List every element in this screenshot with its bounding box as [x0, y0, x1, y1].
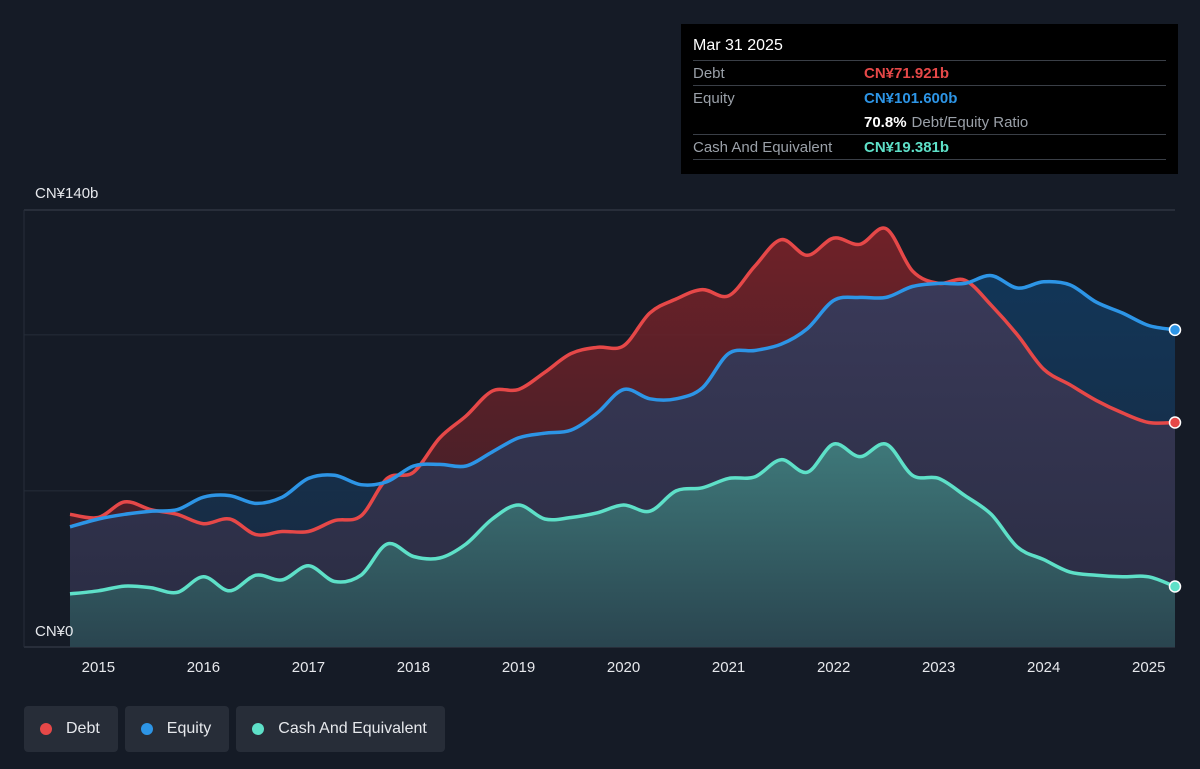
- tooltip-ratio-label: Debt/Equity Ratio: [911, 113, 1029, 131]
- x-tick-label: 2017: [292, 659, 325, 676]
- tooltip-equity-value: CN¥101.600b: [864, 89, 958, 107]
- tooltip-cash-label: Cash And Equivalent: [693, 138, 833, 156]
- area-cash: [70, 443, 1175, 647]
- series-areas: [70, 228, 1175, 647]
- legend-item-equity[interactable]: Equity: [124, 706, 230, 752]
- x-tick-label: 2020: [607, 659, 640, 676]
- series-lines: [69, 226, 1176, 596]
- x-tick-label: 2023: [922, 659, 955, 676]
- legend-label-debt: Debt: [66, 720, 100, 737]
- tooltip-date: Mar 31 2025: [693, 37, 783, 54]
- end-markers: [1168, 323, 1182, 593]
- x-tick-label: 2019: [502, 659, 535, 676]
- end-dot-cash: [1168, 580, 1182, 593]
- legend-dot-cash: [252, 723, 265, 735]
- tooltip-cash-value: CN¥19.381b: [864, 138, 950, 156]
- y-tick-label-top: CN¥140b: [35, 185, 98, 202]
- line-debt: [69, 226, 1176, 537]
- y-tick-label-bottom: CN¥0: [35, 623, 73, 640]
- legend-label-equity: Equity: [166, 720, 212, 737]
- x-tick-label: 2015: [82, 659, 115, 676]
- end-dot-debt: [1168, 416, 1182, 429]
- x-tick-label: 2018: [397, 659, 430, 676]
- x-tick-label: 2021: [712, 659, 745, 676]
- legend-label-cash: Cash And Equivalent: [278, 720, 427, 737]
- x-tick-label: 2025: [1132, 659, 1165, 676]
- legend-item-debt[interactable]: Debt: [24, 706, 118, 752]
- tooltip-ratio-value: 70.8%: [864, 113, 907, 131]
- legend-dot-equity: [140, 723, 153, 735]
- tooltip-panel: Mar 31 2025 Debt CN¥71.921b Equity CN¥10…: [681, 24, 1178, 174]
- axis-labels: CN¥140b CN¥0 2015 2016 2017 2018 2019 2020 2021 2…: [35, 185, 1165, 676]
- end-dot-equity: [1168, 323, 1182, 337]
- tooltip-row-cash: Cash And Equivalent CN¥19.381b: [693, 134, 1166, 160]
- line-cash: [69, 442, 1176, 596]
- tooltip-row-equity: Equity CN¥101.600b: [693, 85, 1166, 110]
- legend: Debt Equity Cash And Equivalent: [24, 706, 452, 752]
- tooltip-equity-label: Equity: [693, 89, 735, 107]
- tooltip-debt-label: Debt: [693, 64, 725, 82]
- legend-dot-debt: [40, 723, 52, 735]
- legend-item-cash[interactable]: Cash And Equivalent: [236, 706, 445, 752]
- tooltip-row-ratio: 70.8% Debt/Equity Ratio: [693, 110, 1166, 134]
- line-equity: [69, 273, 1176, 529]
- tooltip-debt-value: CN¥71.921b: [864, 64, 950, 82]
- x-tick-label: 2022: [817, 659, 850, 676]
- x-tick-label: 2024: [1027, 659, 1060, 676]
- x-tick-label: 2016: [187, 659, 220, 676]
- tooltip-row-debt: Debt CN¥71.921b: [693, 60, 1166, 85]
